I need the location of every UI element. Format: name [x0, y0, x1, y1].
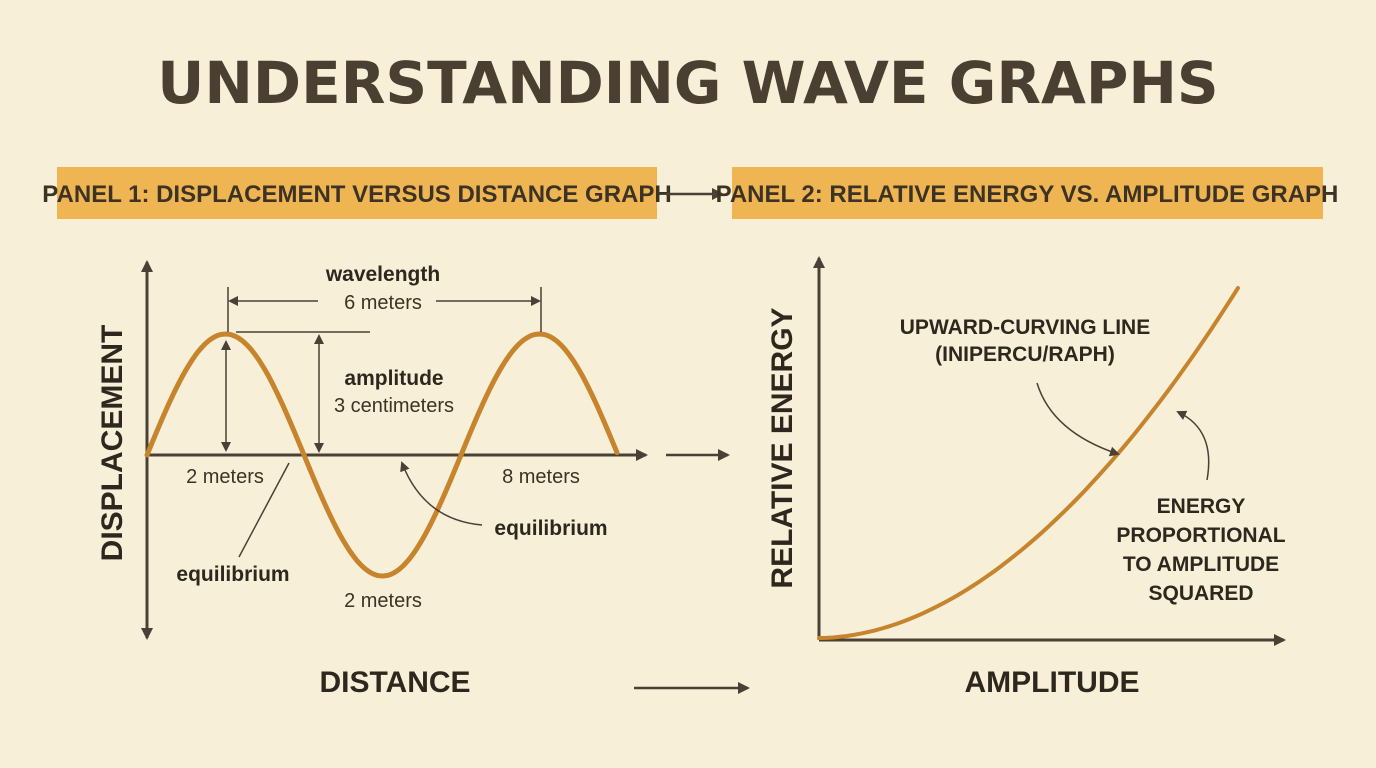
- amplitude-value: 3 centimeters: [334, 395, 454, 417]
- curve-annotation-pointer: [1036, 382, 1120, 457]
- page-title: UNDERSTANDING WAVE GRAPHS: [157, 49, 1218, 117]
- curve-annotation-line2: (INIPERCU/RAPH): [935, 343, 1115, 366]
- panel1-header: PANEL 1: DISPLACEMENT VERSUS DISTANCE GR…: [42, 181, 671, 208]
- energy-annotation-line1: ENERGY: [1157, 495, 1246, 518]
- wavelength-value: 6 meters: [344, 292, 422, 314]
- displacement-wave-curve: [144, 331, 620, 579]
- panel2-graph: UPWARD-CURVING LINE (INIPERCU/RAPH) ENER…: [766, 256, 1286, 699]
- panel1-y-axis-label: DISPLACEMENT: [96, 325, 129, 562]
- panel2-header-bar: [732, 167, 1323, 219]
- equilibrium-label-right: equilibrium: [494, 517, 607, 540]
- panel2-header: PANEL 2: RELATIVE ENERGY VS. AMPLITUDE G…: [716, 181, 1339, 208]
- panel2-x-axis-label: AMPLITUDE: [965, 666, 1140, 699]
- energy-annotation-line4: SQUARED: [1148, 582, 1253, 605]
- panel1-x-axis-label: DISTANCE: [319, 666, 470, 699]
- panel1-graph: wavelength 6 meters amplitude 3 centimet…: [96, 260, 648, 699]
- energy-annotation-line3: TO AMPLITUDE: [1123, 553, 1279, 576]
- wavelength-label: wavelength: [325, 263, 440, 286]
- curve-annotation-line1: UPWARD-CURVING LINE: [900, 316, 1150, 339]
- distance-label-left: 2 meters: [186, 466, 264, 488]
- panel2-y-axis-label: RELATIVE ENERGY: [766, 307, 799, 588]
- amplitude-label: amplitude: [344, 367, 443, 390]
- distance-label-right: 8 meters: [502, 466, 580, 488]
- equilibrium-label-left: equilibrium: [176, 563, 289, 586]
- panel1-header-bar: [57, 167, 657, 219]
- energy-annotation-pointer: [1176, 410, 1210, 481]
- energy-annotation-line2: PROPORTIONAL: [1116, 524, 1285, 547]
- trough-distance-label: 2 meters: [344, 590, 422, 612]
- equilibrium-left-pointer: [238, 462, 290, 558]
- equilibrium-right-pointer: [400, 461, 483, 526]
- energy-amplitude-curve: [817, 286, 1240, 640]
